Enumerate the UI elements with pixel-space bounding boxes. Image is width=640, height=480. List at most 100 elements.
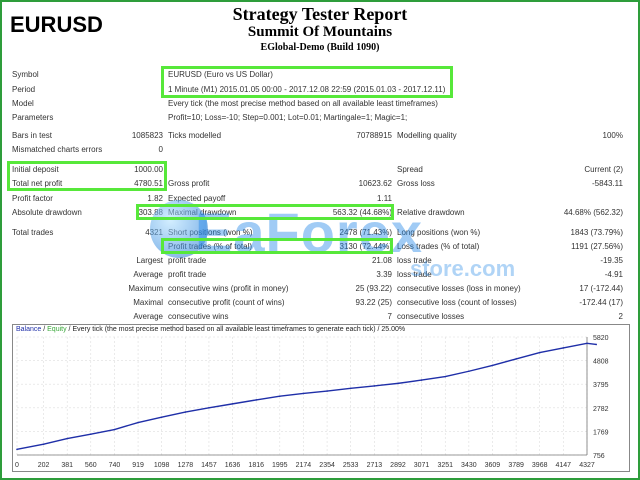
mcp-label: consecutive profit (count of wins) — [168, 298, 285, 307]
spread-label: Spread — [397, 165, 423, 174]
symbol-heading: EURUSD — [10, 12, 103, 37]
balance-point — [137, 421, 139, 424]
x-tick-label: 3430 — [461, 462, 477, 469]
reldd-value: 44.68% (562.32) — [563, 208, 623, 217]
x-tick-label: 202 — [38, 462, 50, 469]
mcp-value: 93.22 (25) — [355, 298, 392, 307]
grossloss-value: -5843.11 — [592, 179, 623, 188]
watermark-sub: store.com — [410, 256, 516, 281]
parameters-value: Profit=10; Loss=-10; Step=0.001; Lot=0.0… — [168, 113, 408, 122]
balance-point — [515, 358, 517, 360]
y-tick-label: 1769 — [593, 429, 609, 436]
maximum-label: Maximum — [128, 284, 163, 293]
grossprofit-label: Gross profit — [168, 179, 210, 188]
mclc-label: consecutive loss (count of losses) — [397, 298, 517, 307]
mcl-value: 17 (-172.44) — [579, 284, 623, 293]
balance-point — [66, 437, 68, 440]
balance-point — [326, 390, 328, 392]
ptrades-label: Profit trades (% of total) — [168, 242, 253, 251]
ap-label: profit trade — [168, 270, 207, 279]
largest-label: Largest — [136, 256, 163, 265]
balance-line — [16, 342, 597, 451]
balance-point — [595, 343, 598, 346]
trades-label: Total trades — [12, 228, 54, 237]
balance-point — [397, 382, 399, 385]
absdd-value: 303.88 — [138, 208, 163, 217]
ltrades-value: 1191 (27.56%) — [571, 242, 623, 251]
reldd-label: Relative drawdown — [397, 208, 465, 217]
ll-label: loss trade — [397, 256, 432, 265]
long-label: Long positions (won %) — [397, 228, 481, 237]
balance-chart-svg: 756 1769 2782 3795 4808 5820 0 202 381 560 740 919 1… — [15, 335, 609, 469]
netprofit-label: Total net profit — [12, 179, 63, 188]
legend-balance: Balance — [16, 326, 42, 333]
symbol-value: EURUSD (Euro vs US Dollar) — [168, 70, 273, 79]
grossprofit-value: 10623.62 — [358, 179, 392, 188]
balance-point — [255, 399, 258, 401]
report-build: EGlobal-Demo (Build 1090) — [260, 42, 380, 53]
short-value: 2478 (71.43%) — [339, 228, 392, 237]
balance-point — [349, 387, 352, 390]
grossloss-label: Gross loss — [397, 179, 435, 188]
legend-rest: / Every tick (the most precise method ba… — [66, 326, 406, 333]
x-tick-label: 3789 — [508, 462, 524, 469]
mcw-label: consecutive wins (profit in money) — [168, 284, 289, 293]
maximal-label: Maximal — [133, 298, 163, 307]
maxdd-value: 563.32 (44.68%) — [332, 208, 392, 217]
ticks-label: Ticks modelled — [168, 131, 222, 140]
acl-label: consecutive losses — [397, 312, 465, 321]
x-tick-label: 1278 — [178, 462, 194, 469]
balance-point — [420, 379, 423, 381]
pf-label: Profit factor — [12, 194, 53, 203]
x-tick-label: 1457 — [201, 462, 217, 469]
balance-point — [160, 416, 163, 418]
lp-label: profit trade — [168, 256, 207, 265]
balance-point — [538, 351, 541, 354]
mcw-value: 25 (93.22) — [355, 284, 392, 293]
period-label: Period — [12, 85, 36, 94]
bars-value: 1085823 — [131, 131, 163, 140]
balance-point — [279, 395, 281, 397]
x-tick-label: 381 — [61, 462, 73, 469]
x-tick-label: 4147 — [555, 462, 571, 469]
netprofit-value: 4780.51 — [134, 179, 163, 188]
x-tick-label: 2354 — [319, 462, 335, 469]
balance-point — [89, 433, 92, 435]
mclc-value: -172.44 (17) — [579, 298, 623, 307]
report-subtitle: Summit Of Mountains — [247, 24, 393, 40]
balance-point — [562, 347, 565, 349]
x-tick-label: 3609 — [485, 462, 501, 469]
x-tick-label: 2533 — [343, 462, 359, 469]
mismatch-label: Mismatched charts errors — [12, 145, 103, 154]
average-label: Average — [133, 270, 163, 279]
ltrades-label: Loss trades (% of total) — [397, 242, 480, 251]
x-tick-label: 740 — [109, 462, 121, 469]
legend-equity: Equity — [47, 326, 67, 333]
x-tick-label: 919 — [132, 462, 144, 469]
chart-legend: Balance / Equity / Every tick (the most … — [16, 326, 405, 333]
model-value: Every tick (the most precise method base… — [168, 99, 438, 108]
balance-point — [491, 364, 494, 367]
x-tick-label: 1636 — [225, 462, 241, 469]
ll-value: -19.35 — [600, 256, 623, 265]
mcl-label: consecutive losses (loss in money) — [397, 284, 521, 293]
x-tick-label: 3071 — [414, 462, 430, 469]
watermark-globe-icon — [150, 200, 208, 258]
y-tick-label: 5820 — [593, 335, 609, 342]
absdd-label: Absolute drawdown — [12, 208, 82, 217]
highlight-drawdown — [136, 204, 394, 220]
x-tick-label: 2713 — [367, 462, 383, 469]
balance-point — [302, 392, 305, 395]
x-tick-label: 4327 — [579, 462, 595, 469]
x-tick-label: 0 — [15, 462, 19, 469]
ticks-value: 70788915 — [356, 131, 392, 140]
x-tick-label: 1995 — [272, 462, 288, 469]
ap-value: 3.39 — [376, 270, 392, 279]
x-tick-label: 560 — [85, 462, 97, 469]
bars-label: Bars in test — [12, 131, 53, 140]
pf-value: 1.82 — [147, 194, 163, 203]
mismatch-value: 0 — [158, 145, 163, 154]
x-tick-label: 1098 — [154, 462, 170, 469]
acw-value: 7 — [387, 312, 392, 321]
